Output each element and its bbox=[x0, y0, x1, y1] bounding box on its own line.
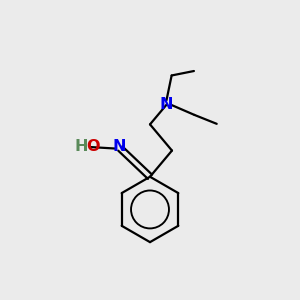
Text: N: N bbox=[160, 97, 173, 112]
Text: H: H bbox=[74, 139, 88, 154]
Text: O: O bbox=[86, 139, 100, 154]
Text: N: N bbox=[112, 139, 125, 154]
